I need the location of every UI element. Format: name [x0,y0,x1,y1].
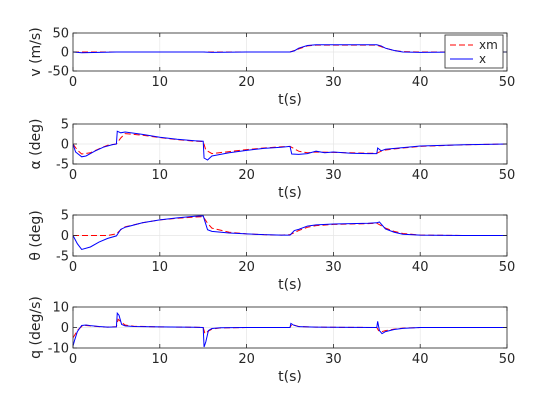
series-x-line [73,215,507,251]
y-tick-label: 0 [61,229,69,244]
x-tick-label: 30 [325,75,342,90]
x-tick-label: 10 [152,352,169,367]
y-tick-label: -50 [48,65,69,80]
y-axis-label: q (deg/s) [28,296,44,359]
y-axis-label: v (m/s) [28,27,44,76]
x-tick-label: 40 [412,260,429,275]
x-tick-label: 0 [69,352,77,367]
x-tick-label: 20 [238,168,255,183]
x-tick-label: 10 [152,168,169,183]
x-tick-label: 30 [325,352,342,367]
x-tick-label: 50 [499,168,516,183]
y-tick-label: 0 [61,138,69,153]
x-tick-label: 10 [152,260,169,275]
x-tick-label: 50 [499,352,516,367]
y-tick-label: -5 [56,250,69,265]
x-tick-label: 0 [69,75,77,90]
legend: xmx [444,34,504,69]
legend-box [444,34,504,69]
y-axis-label: α (deg) [28,119,44,170]
y-tick-label: 5 [61,118,69,133]
y-tick-label: -10 [48,342,69,357]
x-tick-label: 10 [152,75,169,90]
x-tick-label: 0 [69,168,77,183]
x-tick-label: 20 [238,260,255,275]
x-tick-label: 40 [412,75,429,90]
x-tick-label: 0 [69,260,77,275]
y-tick-label: 50 [52,27,69,42]
y-tick-label: -5 [56,158,69,173]
legend-label-x: x [479,52,486,66]
x-axis-label: t(s) [278,369,302,385]
x-tick-label: 50 [499,75,516,90]
x-tick-label: 20 [238,352,255,367]
y-tick-label: 5 [61,209,69,224]
y-tick-label: 10 [52,301,69,316]
x-axis-label: t(s) [278,92,302,108]
x-axis-label: t(s) [278,185,302,201]
x-axis-label: t(s) [278,277,302,293]
x-tick-label: 40 [412,352,429,367]
y-axis-label: θ (deg) [28,210,44,260]
y-tick-label: 0 [61,46,69,61]
series-x-line [73,130,507,161]
x-tick-label: 50 [499,260,516,275]
legend-label-xm: xm [479,38,498,52]
x-tick-label: 40 [412,168,429,183]
x-tick-label: 20 [238,75,255,90]
x-tick-label: 30 [325,260,342,275]
y-tick-label: 0 [61,321,69,336]
series-x-line [73,44,507,54]
x-tick-label: 30 [325,168,342,183]
series-x-line [73,311,507,348]
